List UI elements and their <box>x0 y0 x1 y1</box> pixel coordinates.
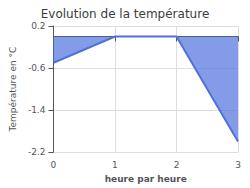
svg-text:-1.4: -1.4 <box>28 105 46 115</box>
svg-text:2: 2 <box>174 160 180 170</box>
svg-text:heure par heure: heure par heure <box>105 174 187 184</box>
svg-text:0: 0 <box>51 160 57 170</box>
svg-text:Température en °C: Température en °C <box>8 47 18 133</box>
svg-text:-2.2: -2.2 <box>28 147 46 157</box>
svg-text:-0.6: -0.6 <box>28 63 46 73</box>
svg-text:0.2: 0.2 <box>31 21 45 31</box>
svg-text:1: 1 <box>112 160 118 170</box>
svg-text:Evolution de la température: Evolution de la température <box>41 7 210 21</box>
svg-text:3: 3 <box>235 160 241 170</box>
